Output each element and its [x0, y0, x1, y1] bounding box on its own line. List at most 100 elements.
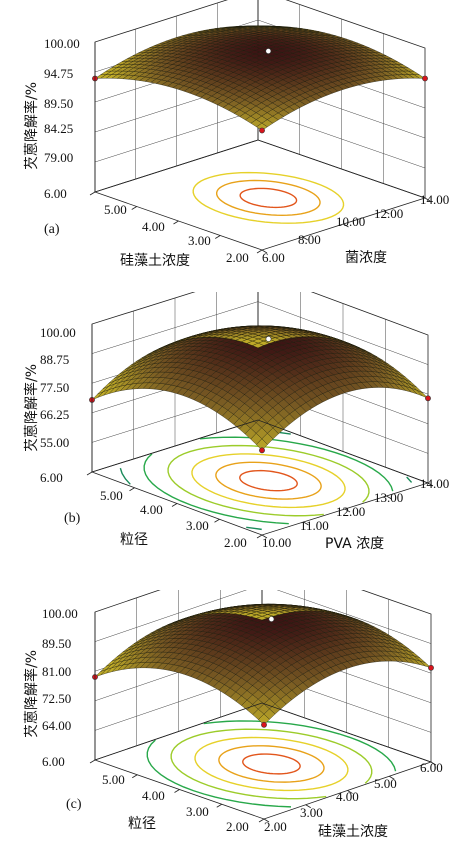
chart-a-x-label: 硅藻土浓度 [120, 253, 190, 269]
chart-c-x-tick: 4.00 [142, 788, 165, 803]
x-axis-tick [256, 534, 263, 539]
chart-a-x-tick: 3.00 [188, 233, 211, 248]
chart-a-z-tick: 6.00 [44, 186, 67, 201]
chart-c-z-tick: 81.00 [42, 664, 71, 679]
design-point [425, 395, 431, 402]
chart-a-contours [192, 171, 345, 224]
chart-c-z-tick: 72.50 [42, 691, 71, 706]
contour-line [239, 187, 298, 209]
chart-a-z-tick: 100.00 [44, 36, 80, 51]
design-point [265, 48, 272, 54]
y-axis-tick [424, 197, 431, 202]
grid-line [91, 301, 429, 365]
chart-a-y-tick: 10.00 [336, 214, 365, 229]
y-axis-tick [386, 495, 392, 500]
contour-line [192, 171, 345, 224]
chart-c-y-tick: 4.00 [336, 789, 359, 804]
contour-line [215, 179, 321, 217]
chart-a-axes [89, 42, 431, 254]
x-axis-tick [89, 759, 96, 764]
chart-a-y-tick: 12.00 [374, 206, 403, 221]
chart-b-y-label: PVA 浓度 [325, 536, 384, 552]
chart-b-axes [86, 324, 434, 539]
chart-a-x-tick: 4.00 [142, 219, 165, 234]
design-point [261, 721, 267, 728]
surface-chart-a: 100.00 94.75 89.50 84.25 79.00 6.00 5.00… [23, 0, 449, 269]
y-axis-tick [343, 223, 349, 228]
chart-b-z-tick: 88.75 [40, 352, 69, 367]
chart-b-x-tick: 5.00 [100, 488, 123, 503]
chart-a-x-tick: 5.00 [104, 202, 127, 217]
chart-b-z-tick: 55.00 [40, 435, 69, 450]
y-axis-tick [303, 521, 309, 526]
x-axis-tick [258, 818, 265, 823]
x-axis-tick [214, 518, 220, 523]
chart-c-z-label: 芡蒽降解率/% [23, 650, 40, 738]
chart-b-z-tick: 100.00 [40, 325, 76, 340]
y-axis-tick [261, 249, 268, 254]
chart-b-z-tick: 77.50 [40, 380, 69, 395]
y-axis-tick [430, 761, 437, 766]
chart-a-y-tick: 14.00 [420, 192, 449, 207]
x-axis-tick [256, 249, 263, 254]
chart-b-z-tick: 66.25 [40, 407, 69, 422]
chart-c-z-tick: 64.00 [42, 718, 71, 733]
chart-b-y-tick: 10.00 [262, 535, 291, 550]
design-point [422, 75, 428, 82]
grid-line [94, 590, 432, 644]
chart-a-z-tick: 94.75 [44, 66, 73, 81]
design-point [259, 447, 265, 454]
chart-c-z-tick: 100.00 [42, 606, 78, 621]
chart-b-panel-label: (b) [64, 511, 81, 526]
y-axis-tick [389, 775, 395, 780]
contour-line [242, 753, 301, 775]
chart-c-y-tick: 6.00 [420, 760, 443, 775]
chart-a-z-label: 芡蒽降解率/% [23, 82, 40, 170]
chart-b-y-tick: 13.00 [374, 490, 403, 505]
x-axis-tick [89, 191, 96, 196]
chart-b-y-tick: 14.00 [420, 476, 449, 491]
contour-line [191, 453, 346, 509]
design-point [428, 664, 434, 671]
contour-line [218, 745, 325, 783]
surface-cell [252, 342, 265, 349]
x-axis-tick [174, 789, 180, 793]
chart-a-y-label: 菌浓度 [345, 250, 387, 266]
x-axis-tick [216, 803, 222, 808]
x-axis-tick [131, 206, 137, 210]
chart-c-y-tick: 5.00 [374, 776, 397, 791]
chart-a-z-tick: 84.25 [44, 121, 73, 136]
y-axis-tick [347, 790, 353, 794]
y-axis-tick [427, 482, 434, 487]
chart-a-surface [92, 25, 428, 134]
y-axis-tick [305, 804, 311, 809]
chart-c-z-tick: 89.50 [42, 636, 71, 651]
contour-line [203, 720, 397, 772]
y-axis-tick [344, 508, 351, 513]
chart-c-z-tick: 6.00 [42, 754, 65, 769]
y-axis-tick [302, 236, 308, 241]
y-axis-tick [384, 210, 390, 215]
chart-c-surface [92, 603, 434, 728]
x-axis-tick [173, 220, 179, 225]
chart-a-z-tick: 79.00 [44, 150, 73, 165]
chart-c-x-tick: 3.00 [186, 804, 209, 819]
chart-a-x-tick: 2.00 [226, 250, 249, 265]
chart-c-y-label: 硅藻土浓度 [318, 824, 388, 840]
contour-line [119, 467, 131, 485]
x-axis-tick [215, 235, 221, 239]
chart-b-z-tick: 6.00 [40, 470, 63, 485]
y-axis-tick [261, 534, 268, 539]
chart-c-contours [146, 720, 397, 808]
y-axis-tick [263, 818, 270, 823]
chart-b-x-label: 粒径 [120, 532, 148, 548]
chart-c-y-tick: 2.00 [264, 819, 287, 834]
surface-cell [255, 616, 269, 621]
x-axis-tick [132, 774, 138, 779]
x-axis-tick [86, 471, 93, 476]
surface-chart-b: 100.00 88.75 77.50 66.25 55.00 6.00 5.00… [23, 292, 449, 552]
contour-line [406, 476, 413, 483]
chart-b-x-tick: 2.00 [224, 535, 247, 550]
contour-line [167, 444, 370, 517]
